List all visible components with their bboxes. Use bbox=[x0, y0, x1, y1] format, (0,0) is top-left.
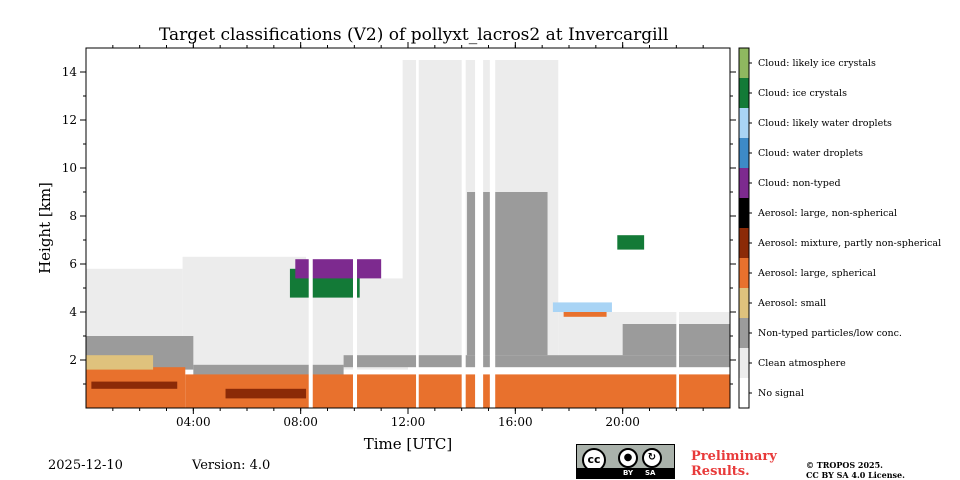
copyright-line-1: © TROPOS 2025. bbox=[806, 460, 883, 470]
y-tick-label: 4 bbox=[69, 305, 77, 319]
colorbar-swatch bbox=[739, 348, 749, 378]
legend-label: Cloud: water droplets bbox=[758, 148, 863, 159]
colorbar-swatch bbox=[739, 48, 749, 78]
class-region bbox=[308, 48, 313, 408]
colorbar-swatch bbox=[739, 258, 749, 288]
copyright-line-2: CC BY SA 4.0 License. bbox=[806, 470, 905, 480]
legend-label: Non-typed particles/low conc. bbox=[758, 328, 902, 339]
class-region bbox=[86, 355, 154, 370]
chart-title: Target classifications (V2) of pollyxt_l… bbox=[159, 25, 669, 45]
y-tick-label: 6 bbox=[69, 257, 77, 271]
legend-label: Cloud: likely ice crystals bbox=[758, 58, 876, 69]
class-region bbox=[91, 381, 178, 389]
legend-label: Aerosol: small bbox=[757, 298, 826, 309]
x-tick-label: 16:00 bbox=[498, 415, 533, 429]
legend-label: Aerosol: mixture, partly non-spherical bbox=[757, 238, 941, 249]
y-axis-label: Height [km] bbox=[36, 182, 54, 274]
preliminary-notice: Preliminary Results. bbox=[691, 449, 777, 479]
class-region bbox=[552, 302, 612, 312]
class-region bbox=[295, 259, 382, 279]
version-label: Version: 4.0 bbox=[192, 458, 271, 473]
class-region bbox=[489, 48, 496, 408]
class-region bbox=[182, 256, 307, 370]
class-region bbox=[225, 388, 307, 399]
share-alike-icon: ↻ bbox=[642, 448, 662, 468]
legend-label: Aerosol: large, non-spherical bbox=[757, 208, 897, 219]
legend-label: Aerosol: large, spherical bbox=[757, 268, 876, 279]
colorbar-swatch bbox=[739, 168, 749, 198]
class-region bbox=[343, 355, 730, 368]
x-tick-label: 20:00 bbox=[605, 415, 640, 429]
colorbar-frame bbox=[738, 47, 750, 409]
legend-label: Clean atmosphere bbox=[758, 358, 846, 369]
cc-license-badge: cc ● ↻ BY SA bbox=[576, 444, 675, 479]
class-region bbox=[352, 48, 358, 408]
cc-badge-band bbox=[577, 468, 674, 478]
colorbar-swatch bbox=[739, 228, 749, 258]
y-tick-label: 2 bbox=[69, 353, 77, 367]
legend-label: Cloud: non-typed bbox=[758, 178, 841, 189]
legend-label: Cloud: ice crystals bbox=[758, 88, 847, 99]
colorbar-swatch bbox=[739, 108, 749, 138]
class-region bbox=[475, 48, 484, 408]
x-tick-label: 12:00 bbox=[391, 415, 426, 429]
axes: 04:00 08:00 12:00 16:00 20:00 2 4 6 8 10 12 14 Time … bbox=[36, 42, 736, 453]
class-region bbox=[676, 48, 680, 408]
y-tick-label: 8 bbox=[69, 209, 77, 223]
preliminary-line-2: Results. bbox=[691, 464, 750, 479]
legend-label: No signal bbox=[758, 388, 804, 399]
y-tick-label: 10 bbox=[62, 161, 77, 175]
class-region bbox=[461, 48, 466, 408]
preliminary-line-1: Preliminary bbox=[691, 449, 777, 464]
date-label: 2025-12-10 bbox=[48, 458, 123, 473]
colorbar-swatch bbox=[739, 138, 749, 168]
by-person-icon: ● bbox=[618, 448, 638, 468]
colorbar-swatch bbox=[739, 378, 749, 408]
class-region bbox=[416, 48, 419, 408]
colorbar-swatch bbox=[739, 288, 749, 318]
colorbar-swatch bbox=[739, 198, 749, 228]
y-tick-label: 14 bbox=[62, 65, 78, 79]
x-tick-label: 08:00 bbox=[283, 415, 318, 429]
colorbar-swatch bbox=[739, 318, 749, 348]
x-axis-label: Time [UTC] bbox=[364, 435, 453, 453]
classification-cells bbox=[86, 48, 731, 408]
cc-sa-label: SA bbox=[645, 469, 656, 477]
y-tick-label: 12 bbox=[62, 113, 77, 127]
copyright-notice: © TROPOS 2025. CC BY SA 4.0 License. bbox=[806, 460, 905, 480]
colorbar-swatch bbox=[739, 78, 749, 108]
cc-by-label: BY bbox=[623, 469, 634, 477]
x-tick-label: 04:00 bbox=[176, 415, 211, 429]
legend-label: Cloud: likely water droplets bbox=[758, 118, 892, 129]
class-region bbox=[617, 235, 645, 250]
colorbar-legend: No signal Clean atmosphere Non-typed parti… bbox=[738, 47, 941, 409]
